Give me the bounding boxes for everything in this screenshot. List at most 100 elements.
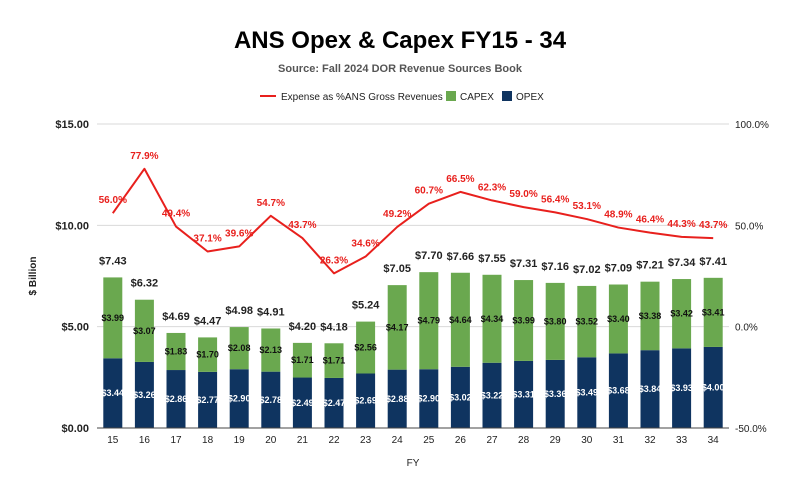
x-tick-label: 22 (328, 435, 340, 446)
x-tick-label: 19 (234, 435, 246, 446)
total-value-label: $7.34 (668, 257, 696, 269)
capex-bar (103, 277, 123, 359)
opex-value-label: $3.26 (133, 390, 156, 400)
expense-line: 56.0%77.9%49.4%37.1% 39.6%54.7%43.7%26.3%… (99, 151, 727, 275)
x-axis-title: FY (407, 458, 420, 469)
opex-bar (608, 353, 628, 428)
total-value-label: $4.47 (194, 315, 222, 327)
y-tick-label: $5.00 (61, 322, 89, 334)
y2-tick-label: 0.0% (735, 323, 758, 334)
x-tick-label: 27 (486, 435, 498, 446)
expense-value-label: 49.2% (383, 209, 411, 220)
legend-line-label: Expense as %ANS Gross Revenues (281, 92, 443, 103)
capex-bar (387, 285, 407, 370)
capex-bar (450, 272, 470, 367)
capex-value-label: $4.34 (481, 314, 504, 324)
x-tick-label: 32 (644, 435, 656, 446)
opex-value-label: $3.84 (639, 384, 662, 394)
expense-value-label: 56.0% (99, 195, 127, 206)
capex-value-label: $1.70 (196, 350, 219, 360)
capex-value-label: $2.13 (260, 345, 283, 355)
opex-bar (640, 350, 660, 428)
total-value-label: $7.43 (99, 255, 127, 267)
expense-value-label: 66.5% (446, 174, 474, 185)
expense-value-label: 59.0% (509, 189, 537, 200)
opex-bar (292, 377, 312, 428)
expense-value-label: 26.3% (320, 255, 348, 266)
y2-tick-label: 50.0% (735, 221, 763, 232)
capex-value-label: $3.80 (544, 316, 567, 326)
total-value-label: $4.18 (320, 321, 348, 333)
total-value-label: $7.09 (605, 263, 633, 275)
y2-tick-label: 100.0% (735, 120, 769, 131)
x-tick-label: 34 (708, 435, 720, 446)
capex-value-label: $2.56 (354, 343, 377, 353)
capex-bar (134, 299, 154, 362)
opex-bar (134, 361, 154, 428)
capex-bar (324, 343, 344, 378)
capex-value-label: $3.38 (639, 311, 662, 321)
y-axis-left: $0.00 $5.00 $10.00 $15.00 (55, 119, 89, 435)
total-value-label: $4.91 (257, 306, 285, 318)
bars: $3.44 $3.99 $7.43 $3.26 $3.07 $6.32 $2.86 $1.83… (97, 250, 729, 429)
capex-bar (419, 272, 439, 370)
total-value-label: $7.41 (699, 256, 727, 268)
legend-capex-label: CAPEX (460, 92, 494, 103)
y-axis-right: -50.0% 0.0% 50.0% 100.0% (735, 120, 769, 435)
opex-value-label: $2.77 (196, 395, 219, 405)
opex-bar (356, 373, 376, 428)
expense-value-label: 43.7% (288, 220, 316, 231)
capex-bar (166, 332, 186, 371)
opex-value-label: $2.69 (354, 396, 377, 406)
opex-bar (166, 370, 186, 428)
opex-bar (198, 371, 218, 428)
capex-value-label: $2.08 (228, 343, 251, 353)
expense-value-label: 39.6% (225, 228, 253, 239)
capex-value-label: $1.83 (165, 346, 188, 356)
capex-value-label: $3.40 (607, 314, 630, 324)
total-value-label: $7.31 (510, 258, 538, 270)
expense-value-label: 44.3% (667, 219, 695, 230)
capex-bar (229, 327, 249, 370)
x-tick-label: 30 (581, 435, 593, 446)
opex-value-label: $3.22 (481, 390, 504, 400)
total-value-label: $7.55 (478, 253, 506, 265)
opex-value-label: $3.93 (670, 383, 693, 393)
opex-bar (387, 369, 407, 428)
capex-bar (608, 284, 628, 354)
total-value-label: $6.32 (131, 278, 159, 290)
x-tick-label: 16 (139, 435, 151, 446)
opex-bar (450, 366, 470, 428)
opex-value-label: $4.00 (702, 382, 725, 392)
total-value-label: $7.05 (383, 263, 411, 275)
legend-opex-swatch (502, 91, 512, 101)
opex-bar (261, 371, 281, 428)
opex-bar (324, 377, 344, 428)
expense-value-label: 77.9% (130, 151, 158, 162)
capex-value-label: $1.71 (323, 356, 346, 366)
y2-tick-label: -50.0% (735, 424, 767, 435)
opex-value-label: $3.31 (512, 389, 535, 399)
expense-value-label: 49.4% (162, 209, 190, 220)
capex-value-label: $3.99 (512, 315, 535, 325)
y-axis-title: $ Billion (28, 257, 39, 296)
x-tick-label: 31 (613, 435, 625, 446)
opex-value-label: $2.86 (165, 394, 188, 404)
capex-bar (261, 328, 281, 372)
chart-title: ANS Opex & Capex FY15 - 34 (234, 27, 567, 54)
expense-value-label: 53.1% (573, 201, 601, 212)
total-value-label: $7.21 (636, 260, 664, 272)
x-tick-label: 23 (360, 435, 372, 446)
opex-bar (103, 358, 123, 428)
expense-value-label: 54.7% (257, 198, 285, 209)
x-tick-label: 17 (170, 435, 182, 446)
expense-value-label: 43.7% (699, 220, 727, 231)
opex-bar (577, 357, 597, 428)
x-tick-label: 33 (676, 435, 688, 446)
capex-value-label: $4.17 (386, 322, 409, 332)
x-tick-label: 21 (297, 435, 309, 446)
opex-value-label: $2.90 (418, 394, 441, 404)
expense-value-label: 34.6% (351, 239, 379, 250)
total-value-label: $5.24 (352, 300, 380, 312)
legend: Expense as %ANS Gross Revenues CAPEX OPE… (260, 91, 544, 103)
